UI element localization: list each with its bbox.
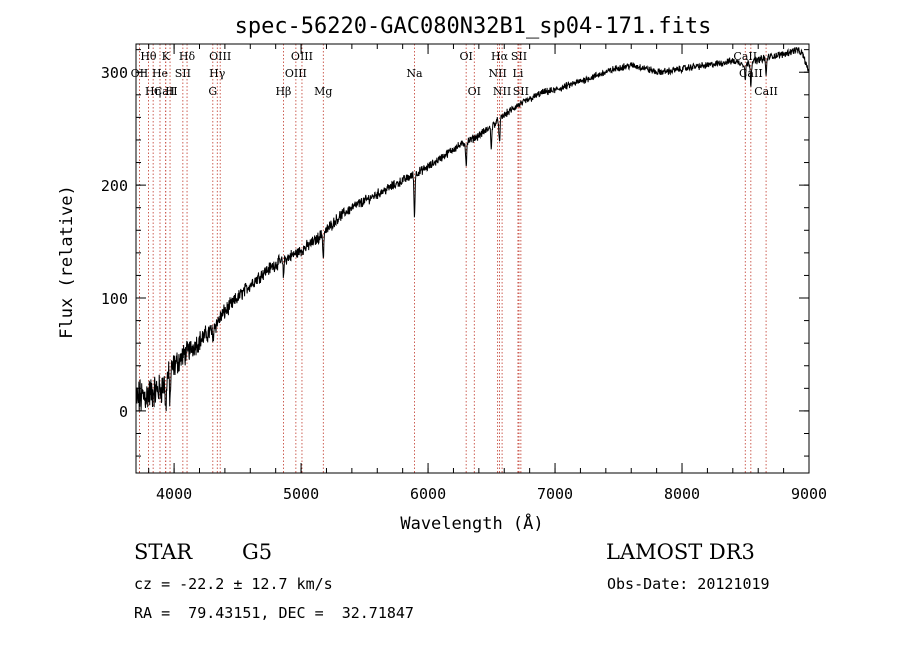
spectral-line-label: H — [165, 85, 175, 98]
obs-date: Obs-Date: 20121019 — [607, 575, 770, 593]
x-tick-label: 4000 — [156, 485, 192, 503]
spectral-line-label: OI — [459, 50, 472, 63]
y-tick-label: 200 — [101, 177, 128, 195]
spectral-line-label: CaII — [733, 50, 757, 63]
spectral-line-label: OIII — [291, 50, 313, 63]
spectral-line-label: OIII — [285, 67, 307, 80]
spectral-line-label: SII — [175, 67, 191, 80]
spectral-line-label: SII — [511, 50, 527, 63]
spectral-line-label: CaII — [754, 85, 778, 98]
x-tick-label: 5000 — [283, 485, 319, 503]
x-axis-label: Wavelength (Å) — [400, 512, 543, 534]
spectral-line-label: OIII — [209, 50, 231, 63]
spectral-line-markers — [139, 44, 767, 473]
y-tick-label: 100 — [101, 290, 128, 308]
spectral-line-label: G — [208, 85, 217, 98]
spectral-line-label: NII — [493, 85, 511, 98]
spectral-line-label: Li — [513, 67, 524, 80]
x-tick-label: 6000 — [410, 485, 446, 503]
spectral-line-label: NII — [488, 67, 506, 80]
spectral-line-label: Hδ — [179, 50, 196, 63]
object-subclass: G5 — [242, 540, 273, 564]
spectral-line-label: Hβ — [275, 85, 291, 98]
spectral-line-label: Mg — [314, 85, 332, 98]
axis-ticks: 4000 5000 6000 7000 8000 9000 0 100 200 300 — [101, 44, 827, 503]
coordinates: RA = 79.43151, DEC = 32.71847 — [134, 604, 414, 622]
object-class: STAR — [134, 540, 193, 564]
spectral-line-label: Hθ — [140, 50, 157, 63]
chart-title: spec-56220-GAC080N32B1_sp04-171.fits — [235, 14, 712, 39]
survey-name: LAMOST DR3 — [606, 540, 755, 564]
y-tick-label: 300 — [101, 64, 128, 82]
spectral-line-label: OI — [468, 85, 481, 98]
spectrum-series-line — [135, 47, 810, 412]
spectral-line-label: Hα — [491, 50, 509, 63]
x-tick-label: 7000 — [537, 485, 573, 503]
spectral-line-label: He — [152, 67, 168, 80]
spectral-line-label: SII — [513, 85, 529, 98]
spectral-line-label: OII — [131, 67, 149, 80]
x-tick-label: 9000 — [791, 485, 827, 503]
x-tick-label: 8000 — [664, 485, 700, 503]
plot-frame — [135, 43, 810, 474]
spectral-line-label: Na — [406, 67, 423, 80]
redshift-value: cz = -22.2 ± 12.7 km/s — [134, 575, 333, 593]
spectral-line-label: CaII — [154, 85, 178, 98]
spectral-line-label: Hη — [145, 85, 161, 98]
y-axis-label: Flux (relative) — [57, 185, 77, 339]
y-tick-label: 0 — [119, 403, 128, 421]
spectral-line-label: Hγ — [209, 67, 226, 80]
spectral-line-label: K — [162, 50, 171, 63]
